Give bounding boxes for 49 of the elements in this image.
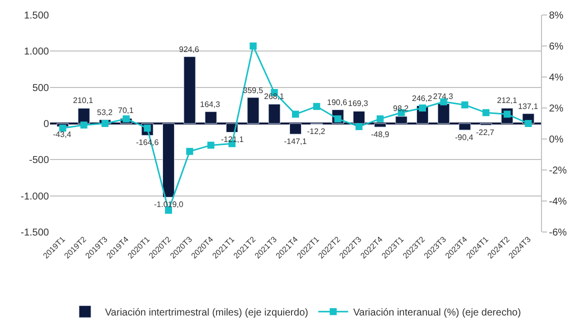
point bbox=[376, 115, 384, 122]
y2-tick-label: -4% bbox=[549, 196, 567, 208]
data-label: -22,7 bbox=[476, 128, 495, 137]
data-label: 210,1 bbox=[73, 96, 94, 105]
point bbox=[355, 123, 362, 130]
y-tick-label: 500 bbox=[32, 82, 50, 94]
y2-tick-label: -6% bbox=[549, 228, 567, 238]
y2-tick-label: 6% bbox=[549, 42, 564, 52]
data-label: -90,4 bbox=[455, 133, 474, 142]
y2-tick-label: -2% bbox=[549, 166, 567, 176]
data-label: 274,3 bbox=[433, 92, 454, 101]
data-label: 53,2 bbox=[97, 108, 114, 117]
data-label: 169,3 bbox=[348, 99, 369, 108]
data-label: -43,4 bbox=[53, 130, 72, 139]
y2-tick-label: 8% bbox=[549, 10, 564, 22]
data-label: 212,1 bbox=[497, 96, 518, 105]
y2-tick-label: 4% bbox=[549, 72, 564, 84]
data-label: 924,6 bbox=[179, 45, 200, 54]
point bbox=[250, 42, 257, 50]
data-label: 164,3 bbox=[200, 100, 221, 109]
y2-tick-label: 2% bbox=[549, 104, 564, 114]
y-tick-label: -500 bbox=[28, 155, 50, 166]
point bbox=[313, 102, 320, 110]
data-label: -12,2 bbox=[307, 127, 326, 136]
y-tick-label: -1.000 bbox=[20, 191, 50, 202]
data-label: 246,2 bbox=[412, 94, 433, 103]
y-tick-label: 1.500 bbox=[24, 10, 50, 22]
data-label: 70,1 bbox=[118, 106, 134, 115]
point bbox=[524, 120, 532, 127]
y-tick-label: 0 bbox=[43, 119, 50, 130]
point bbox=[461, 101, 468, 108]
y2-tick-label: 0% bbox=[549, 134, 564, 146]
data-label: 137,1 bbox=[518, 102, 539, 111]
y-tick-label: 1.000 bbox=[24, 46, 50, 58]
point bbox=[207, 142, 214, 149]
point bbox=[292, 110, 299, 118]
data-label: -48,9 bbox=[371, 130, 390, 139]
point bbox=[482, 109, 490, 116]
y-tick-label: -1.500 bbox=[20, 228, 50, 238]
data-label: 98,2 bbox=[393, 104, 410, 113]
point bbox=[80, 122, 88, 129]
point bbox=[102, 120, 109, 127]
point bbox=[122, 115, 130, 122]
data-label: 190,6 bbox=[327, 98, 348, 107]
data-label: -147,1 bbox=[284, 137, 308, 146]
legend-label: Variación interanual (%) (eje derecho) bbox=[353, 308, 521, 318]
legend-label: Variación intertrimestral (miles) (eje izquierdo) bbox=[105, 308, 308, 318]
point bbox=[418, 104, 426, 112]
point bbox=[186, 148, 194, 155]
